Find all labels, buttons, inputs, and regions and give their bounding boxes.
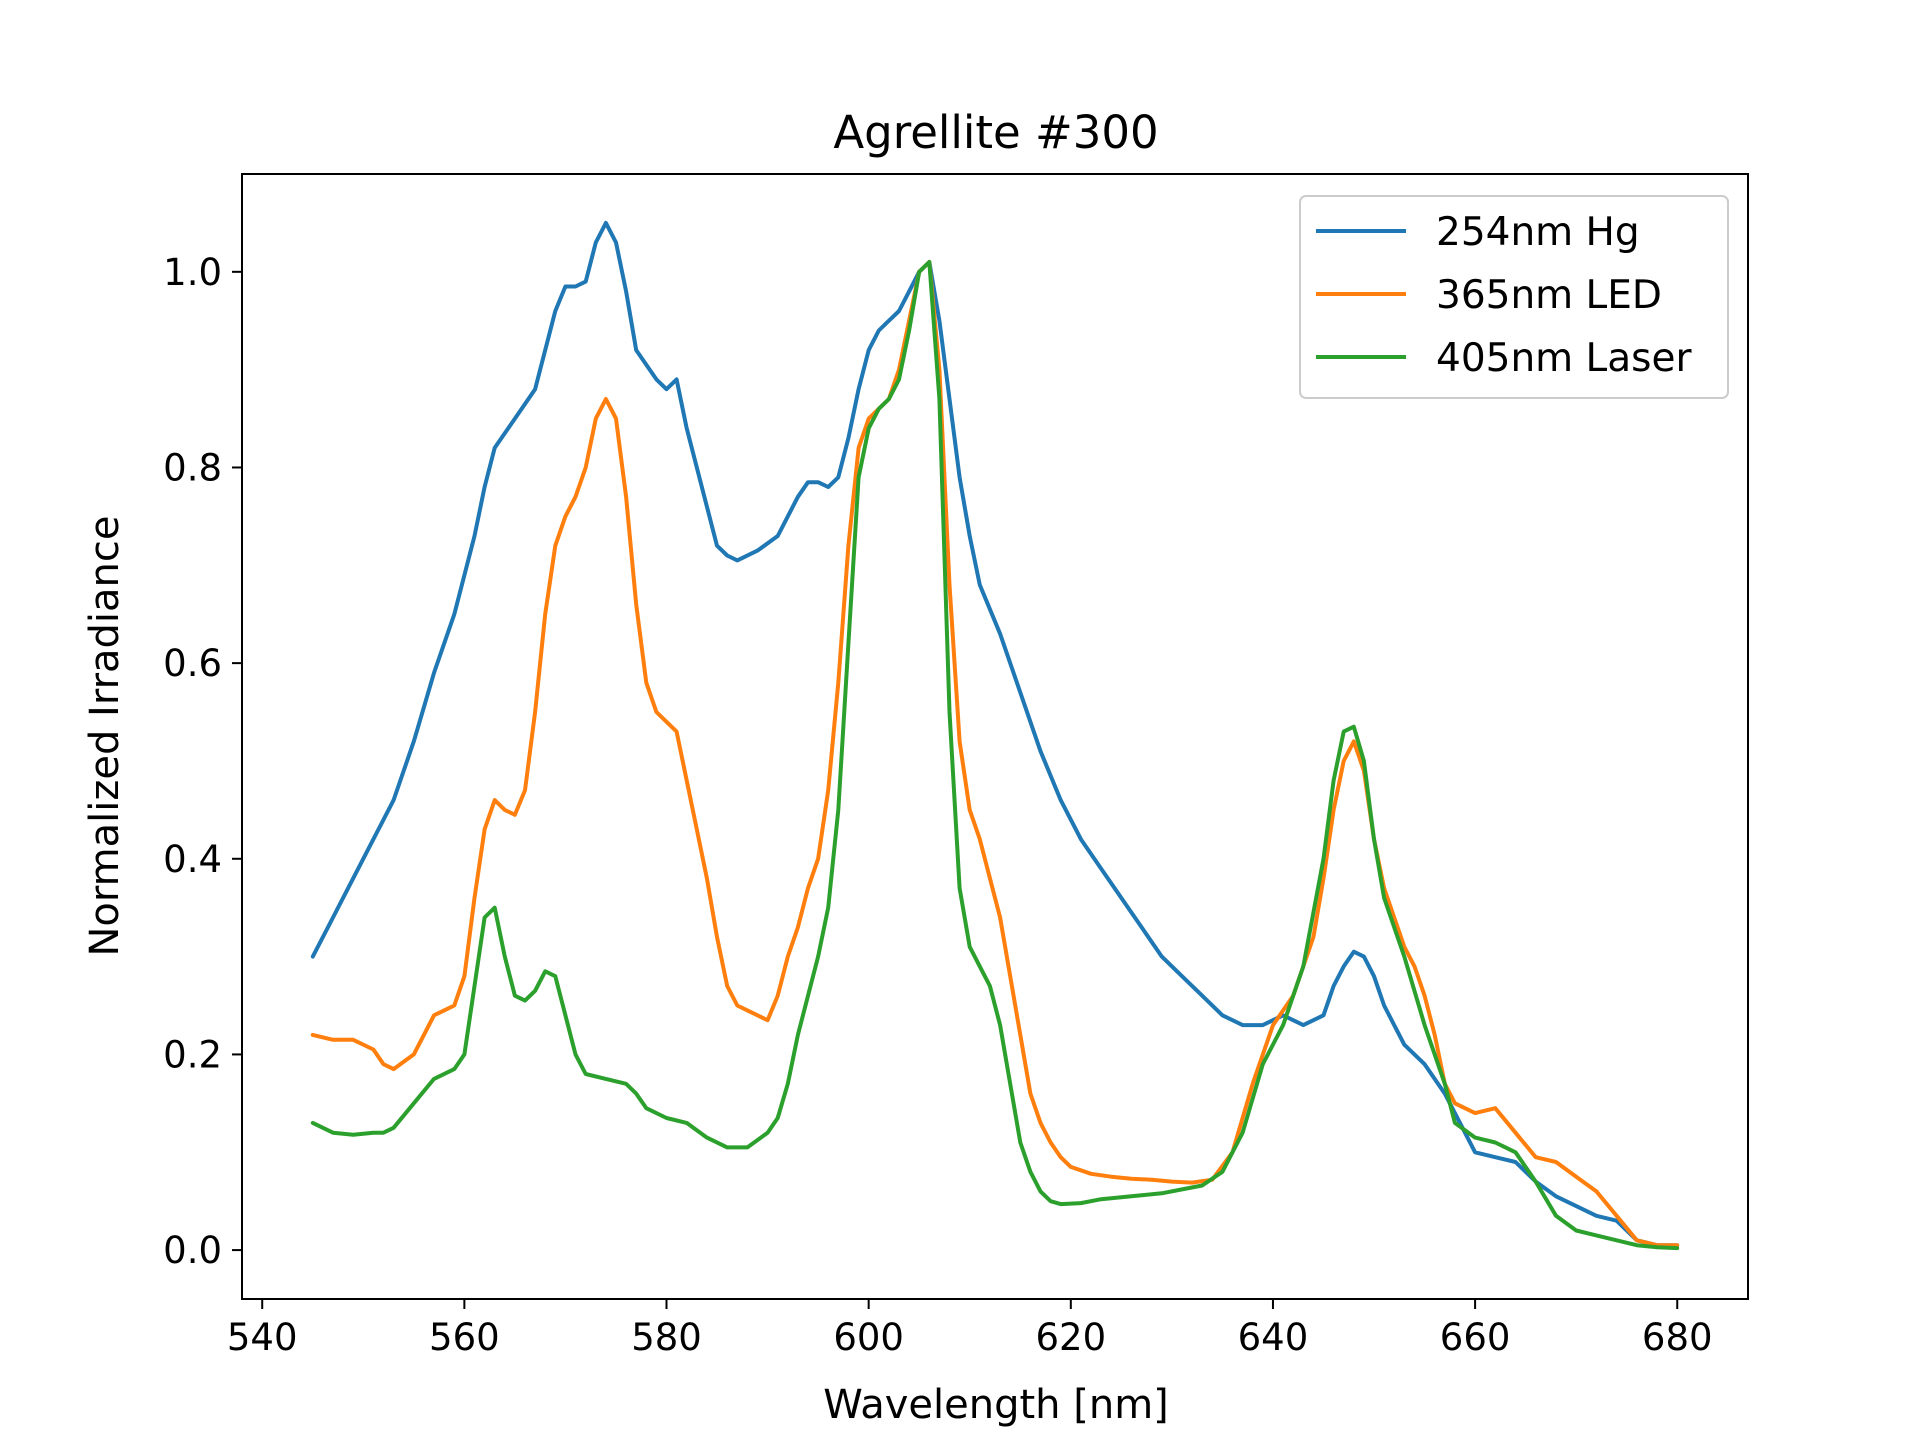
series-layer (310, 220, 1680, 1251)
y-tick-label: 0.0 (163, 1229, 222, 1272)
y-axis-ticks: 0.0 0.2 0.4 0.6 0.8 1.0 (163, 251, 242, 1272)
legend-label-2: 365nm LED (1436, 273, 1662, 318)
legend: 254nm Hg 365nm LED 405nm Laser (1299, 195, 1729, 399)
series-line-1 (310, 220, 1680, 1248)
x-tick-label: 660 (1440, 1316, 1511, 1359)
x-tick-label: 640 (1238, 1316, 1309, 1359)
y-axis-label: Normalized Irradiance (82, 515, 128, 956)
legend-label-1: 254nm Hg (1436, 210, 1640, 255)
y-tick-label: 0.8 (163, 446, 222, 489)
y-tick-label: 0.6 (163, 642, 222, 685)
series-line-3 (310, 260, 1680, 1251)
y-tick-label: 1.0 (163, 251, 222, 294)
x-tick-label: 620 (1035, 1316, 1106, 1359)
legend-box (1299, 195, 1729, 399)
x-tick-label: 680 (1642, 1316, 1713, 1359)
x-tick-label: 560 (429, 1316, 500, 1359)
x-axis-ticks: 540 560 580 600 620 640 660 680 (227, 1299, 1713, 1359)
x-axis-label: Wavelength [nm] (823, 1382, 1169, 1428)
chart-title: Agrellite #300 (833, 106, 1158, 159)
x-tick-label: 600 (833, 1316, 904, 1359)
x-tick-label: 540 (227, 1316, 298, 1359)
plot-frame (241, 173, 1749, 1300)
y-tick-label: 0.4 (163, 838, 222, 881)
x-tick-label: 580 (631, 1316, 702, 1359)
legend-label-3: 405nm Laser (1436, 336, 1692, 381)
y-tick-label: 0.2 (163, 1033, 222, 1076)
